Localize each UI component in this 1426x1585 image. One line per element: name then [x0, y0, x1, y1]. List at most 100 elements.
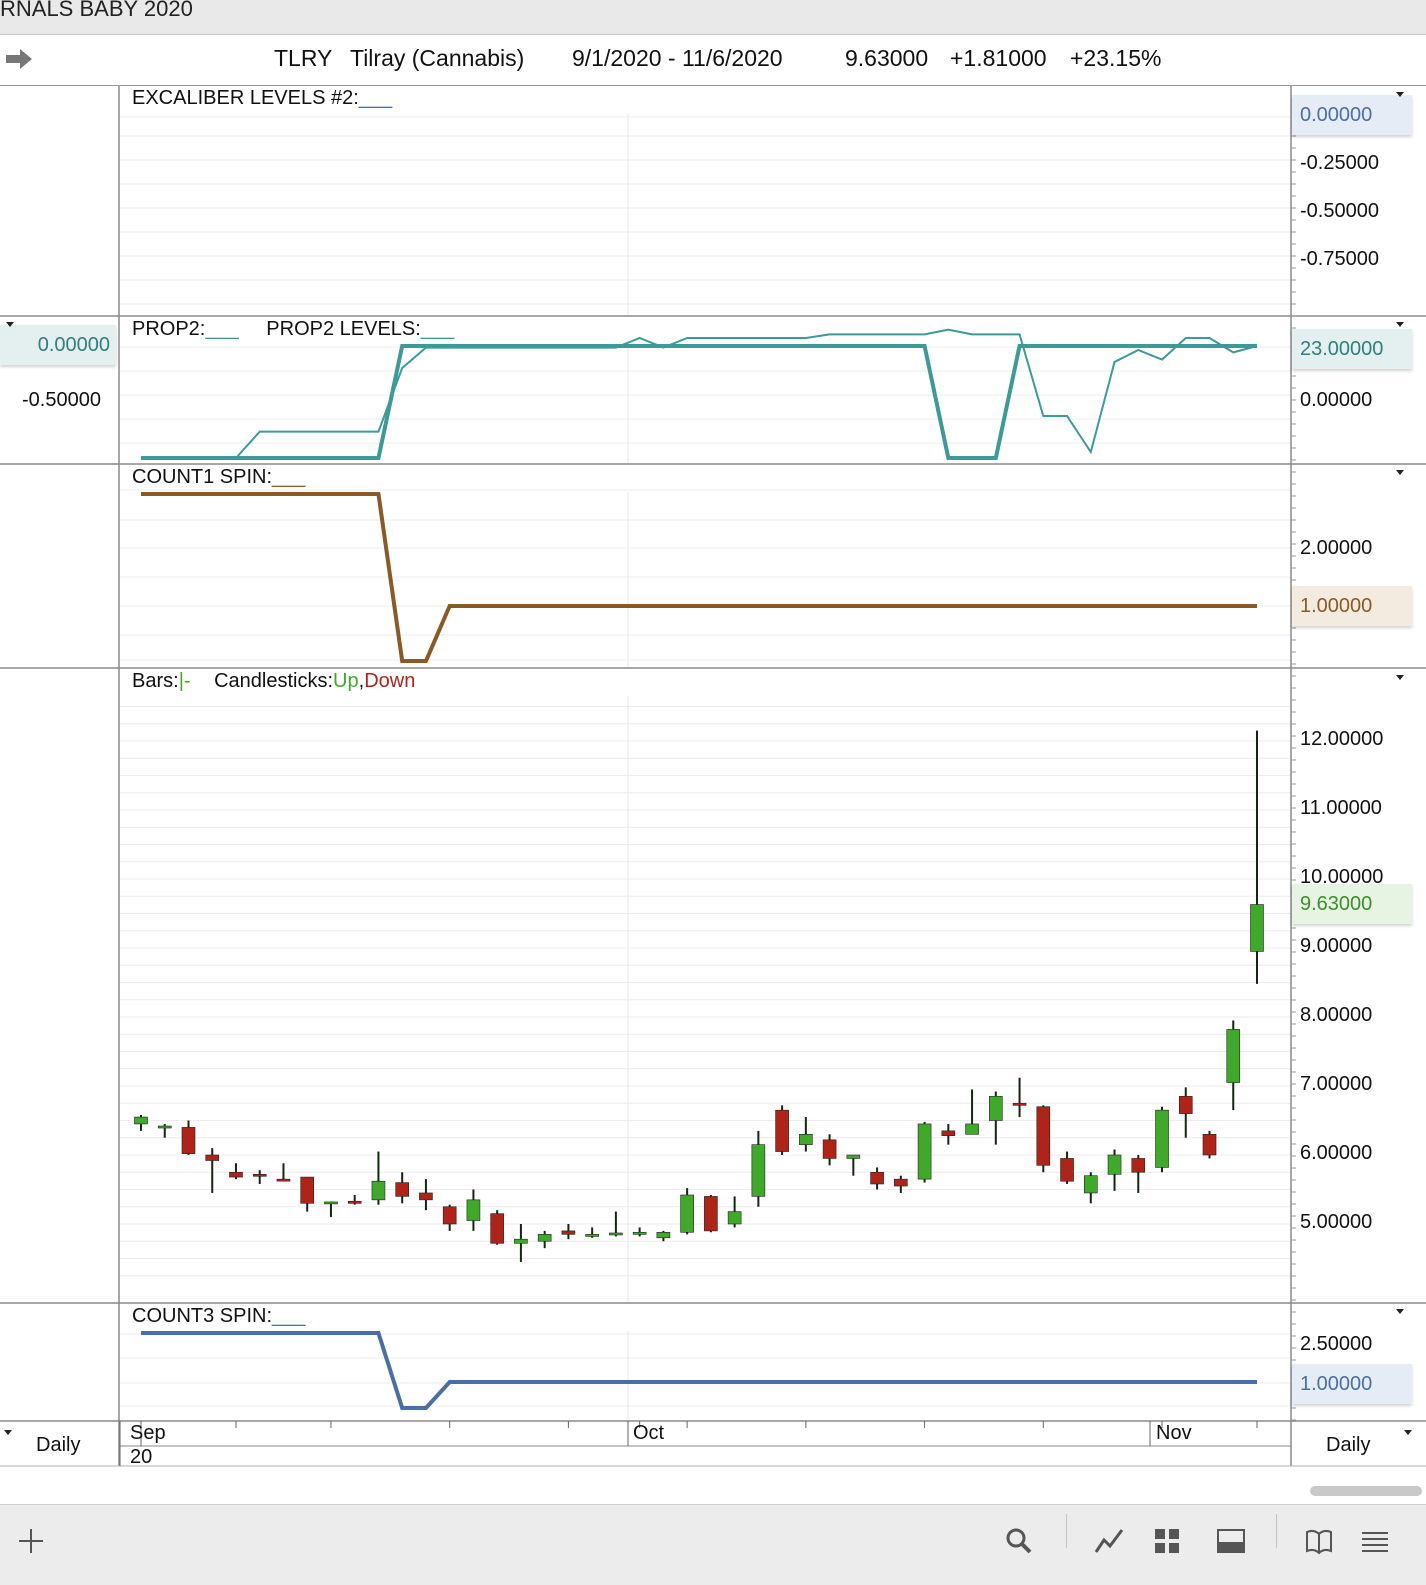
candle-down: [395, 1182, 409, 1197]
candle-down: [347, 1200, 362, 1204]
count1-tick: 2.00000: [1300, 537, 1373, 559]
price-tick: 7.00000: [1300, 1073, 1373, 1095]
excal-tick: -0.25000: [1300, 152, 1379, 174]
candle-up: [799, 1134, 813, 1145]
candle-up: [609, 1232, 623, 1236]
left-period-menu-icon[interactable]: [4, 1430, 12, 1435]
price-pane-menu-icon[interactable]: [1396, 675, 1404, 680]
last-price-badge: 9.63000: [1292, 884, 1412, 924]
candle-down: [300, 1176, 315, 1204]
candle-up: [537, 1234, 552, 1242]
price-tick: 10.00000: [1300, 866, 1384, 888]
count3-pane-label: COUNT3 SPIN:___: [132, 1305, 306, 1327]
candle-up: [1155, 1109, 1169, 1168]
candle-down: [205, 1154, 220, 1161]
plus-icon[interactable]: [16, 1526, 46, 1556]
candle-up: [157, 1125, 172, 1129]
candle-up: [1083, 1175, 1098, 1194]
prop2-line: [141, 328, 1258, 459]
right-period-label[interactable]: Daily: [1326, 1434, 1371, 1456]
candle-down: [229, 1171, 243, 1178]
toolbar-divider: [1276, 1514, 1277, 1548]
candle-up: [680, 1194, 694, 1233]
excal-pane-menu-icon[interactable]: [1396, 92, 1404, 97]
book-icon[interactable]: [1304, 1526, 1334, 1556]
candle-down: [1060, 1158, 1074, 1182]
prop2-left-tick: -0.50000: [22, 389, 101, 411]
count3-series-line: [141, 1331, 1257, 1410]
x-label-sep: Sep: [130, 1422, 166, 1444]
prop2-pane-label: PROP2:___ PROP2 LEVELS:___: [132, 318, 455, 340]
prop2-left-menu-icon[interactable]: [6, 322, 14, 327]
price-change-pct: +23.15%: [1070, 45, 1162, 71]
candle-up: [514, 1238, 528, 1244]
candle-down: [1036, 1106, 1051, 1166]
price-change: +1.81000: [950, 45, 1047, 71]
candle-down: [775, 1109, 789, 1152]
right-period-menu-icon[interactable]: [1404, 1430, 1412, 1435]
prop2-levels-line: [141, 344, 1257, 460]
symbol-name: Tilray (Cannabis): [350, 45, 525, 71]
candle-up: [324, 1201, 338, 1205]
candle-up: [727, 1211, 742, 1225]
last-price: 9.63000: [845, 45, 929, 71]
price-tick: 9.00000: [1300, 935, 1373, 957]
candle-up: [989, 1096, 1003, 1121]
panel-icon[interactable]: [1216, 1526, 1246, 1556]
excal-tick: -0.75000: [1300, 248, 1379, 270]
bottom-toolbar: [0, 1504, 1426, 1585]
candle-up: [751, 1144, 766, 1197]
count1-pane-label: COUNT1 SPIN:___: [132, 466, 306, 488]
candle-up: [371, 1180, 386, 1201]
horizontal-scrollbar[interactable]: [1310, 1486, 1422, 1496]
x-label-oct: Oct: [633, 1422, 665, 1444]
candle-down: [442, 1206, 457, 1225]
count1-pane-menu-icon[interactable]: [1396, 470, 1404, 475]
candle-down: [1012, 1102, 1027, 1106]
prop2-pane-menu-icon[interactable]: [1396, 322, 1404, 327]
menu-icon[interactable]: [1360, 1526, 1390, 1556]
price-pane-legend: Bars:|- Candlesticks:Up,Down: [132, 670, 416, 692]
price-tick: 5.00000: [1300, 1211, 1373, 1233]
candle-up: [917, 1123, 932, 1180]
candle-up: [1226, 1029, 1241, 1083]
candle-up: [632, 1231, 647, 1235]
candle-down: [894, 1178, 908, 1187]
arrow-right-icon[interactable]: [4, 47, 34, 71]
price-tick: 6.00000: [1300, 1142, 1373, 1164]
x-label-year: 20: [130, 1446, 153, 1468]
window-title: RNALS BABY 2020: [0, 0, 193, 21]
count1-series-line: [141, 492, 1257, 663]
candle-down: [822, 1139, 837, 1159]
candle-up: [585, 1234, 599, 1237]
line-chart-icon[interactable]: [1094, 1526, 1124, 1556]
price-tick: 11.00000: [1300, 797, 1382, 819]
x-label-nov: Nov: [1156, 1422, 1192, 1444]
candle-down: [1178, 1096, 1193, 1114]
grid-icon[interactable]: [1152, 1526, 1182, 1556]
candle-down: [252, 1174, 267, 1177]
count3-pane-menu-icon[interactable]: [1396, 1309, 1404, 1314]
search-icon[interactable]: [1004, 1526, 1034, 1556]
excal-tick: -0.50000: [1300, 200, 1379, 222]
date-range: 9/1/2020 - 11/6/2020: [572, 45, 783, 71]
prop2-levels-value-badge: 23.00000: [1292, 329, 1412, 369]
candle-down: [1202, 1134, 1217, 1156]
candle-down: [561, 1230, 576, 1235]
candle-down: [704, 1196, 718, 1232]
prop2-value-badge: 0.00000: [0, 325, 116, 365]
candle-up: [1107, 1154, 1122, 1175]
excal-pane-label: EXCALIBER LEVELS #2:___: [132, 87, 393, 109]
left-period-label[interactable]: Daily: [36, 1434, 81, 1456]
window-titlebar: RNALS BABY 2020: [0, 0, 1426, 35]
candle-down: [1131, 1158, 1146, 1173]
chart-area[interactable]: [0, 86, 1426, 1506]
count3-value-badge: 1.00000: [1292, 1364, 1412, 1404]
symbol-info-bar: TLRY Tilray (Cannabis) 9/1/2020 - 11/6/2…: [0, 35, 1426, 86]
toolbar-divider: [1066, 1514, 1067, 1548]
symbol-ticker: TLRY: [274, 45, 333, 71]
price-tick: 8.00000: [1300, 1004, 1373, 1026]
candle-up: [656, 1231, 671, 1239]
candle-down: [870, 1171, 884, 1185]
candle-down: [276, 1178, 291, 1182]
